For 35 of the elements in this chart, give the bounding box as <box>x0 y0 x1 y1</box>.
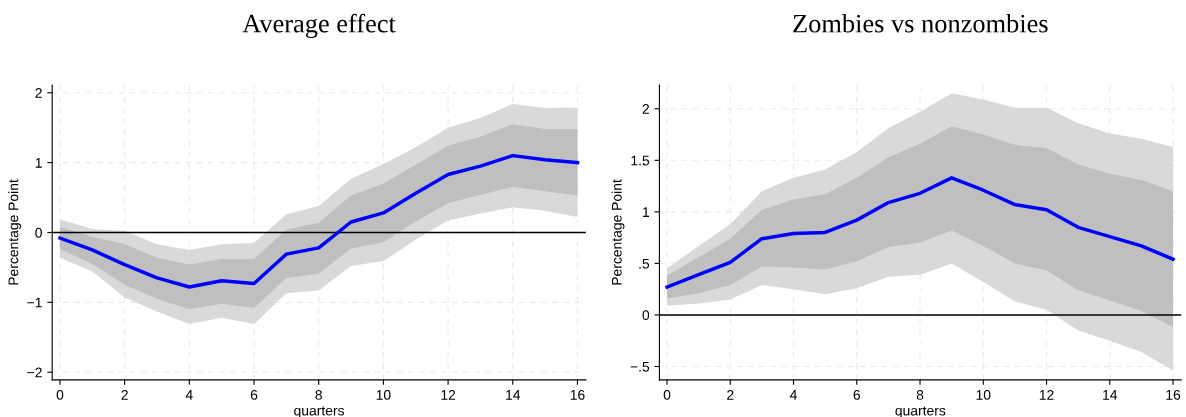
y-axis-title: Percentage Point <box>611 179 625 285</box>
line-series <box>665 176 1175 289</box>
line-series <box>58 153 580 289</box>
x-tick-label: 10 <box>376 389 391 400</box>
x-tick-label: 6 <box>853 389 861 400</box>
y-axis-title: Percentage Point <box>8 179 22 285</box>
x-tick-label: 16 <box>1166 389 1181 400</box>
chart-title: Zombies vs nonzombies <box>793 13 1048 33</box>
y-tick-label: 0 <box>35 227 42 238</box>
x-tick-label: 8 <box>315 389 322 400</box>
x-tick-label: 0 <box>663 389 671 400</box>
y-tick-label: −2 <box>27 367 42 378</box>
x-tick-label: 10 <box>976 389 991 400</box>
y-tick-label: 1.5 <box>631 155 650 166</box>
x-tick-label: 0 <box>56 389 64 400</box>
x-tick-label: 2 <box>121 389 128 400</box>
x-tick-label: 4 <box>789 390 797 400</box>
x-tick-label: 4 <box>185 390 193 400</box>
x-tick-label: 12 <box>441 389 456 400</box>
y-tick-label: .5 <box>639 258 650 269</box>
chart-title: Average effect <box>242 13 396 38</box>
x-tick-label: 8 <box>916 389 924 400</box>
y-tick-label: 1 <box>643 207 650 217</box>
x-tick-label: 14 <box>1103 390 1118 400</box>
x-tick-label: 14 <box>506 390 521 400</box>
y-tick-label: 2 <box>642 104 649 114</box>
y-tick-label: 1 <box>35 158 42 168</box>
y-tick-label: −.5 <box>630 361 650 372</box>
x-tick-label: 6 <box>250 389 258 400</box>
y-tick-label: 0 <box>642 310 650 321</box>
x-tick-label: 2 <box>727 389 734 400</box>
x-tick-label: 12 <box>1039 389 1054 400</box>
y-tick-label: −1 <box>27 297 42 308</box>
x-tick-label: 16 <box>570 389 585 400</box>
y-tick-label: 2 <box>35 88 42 98</box>
